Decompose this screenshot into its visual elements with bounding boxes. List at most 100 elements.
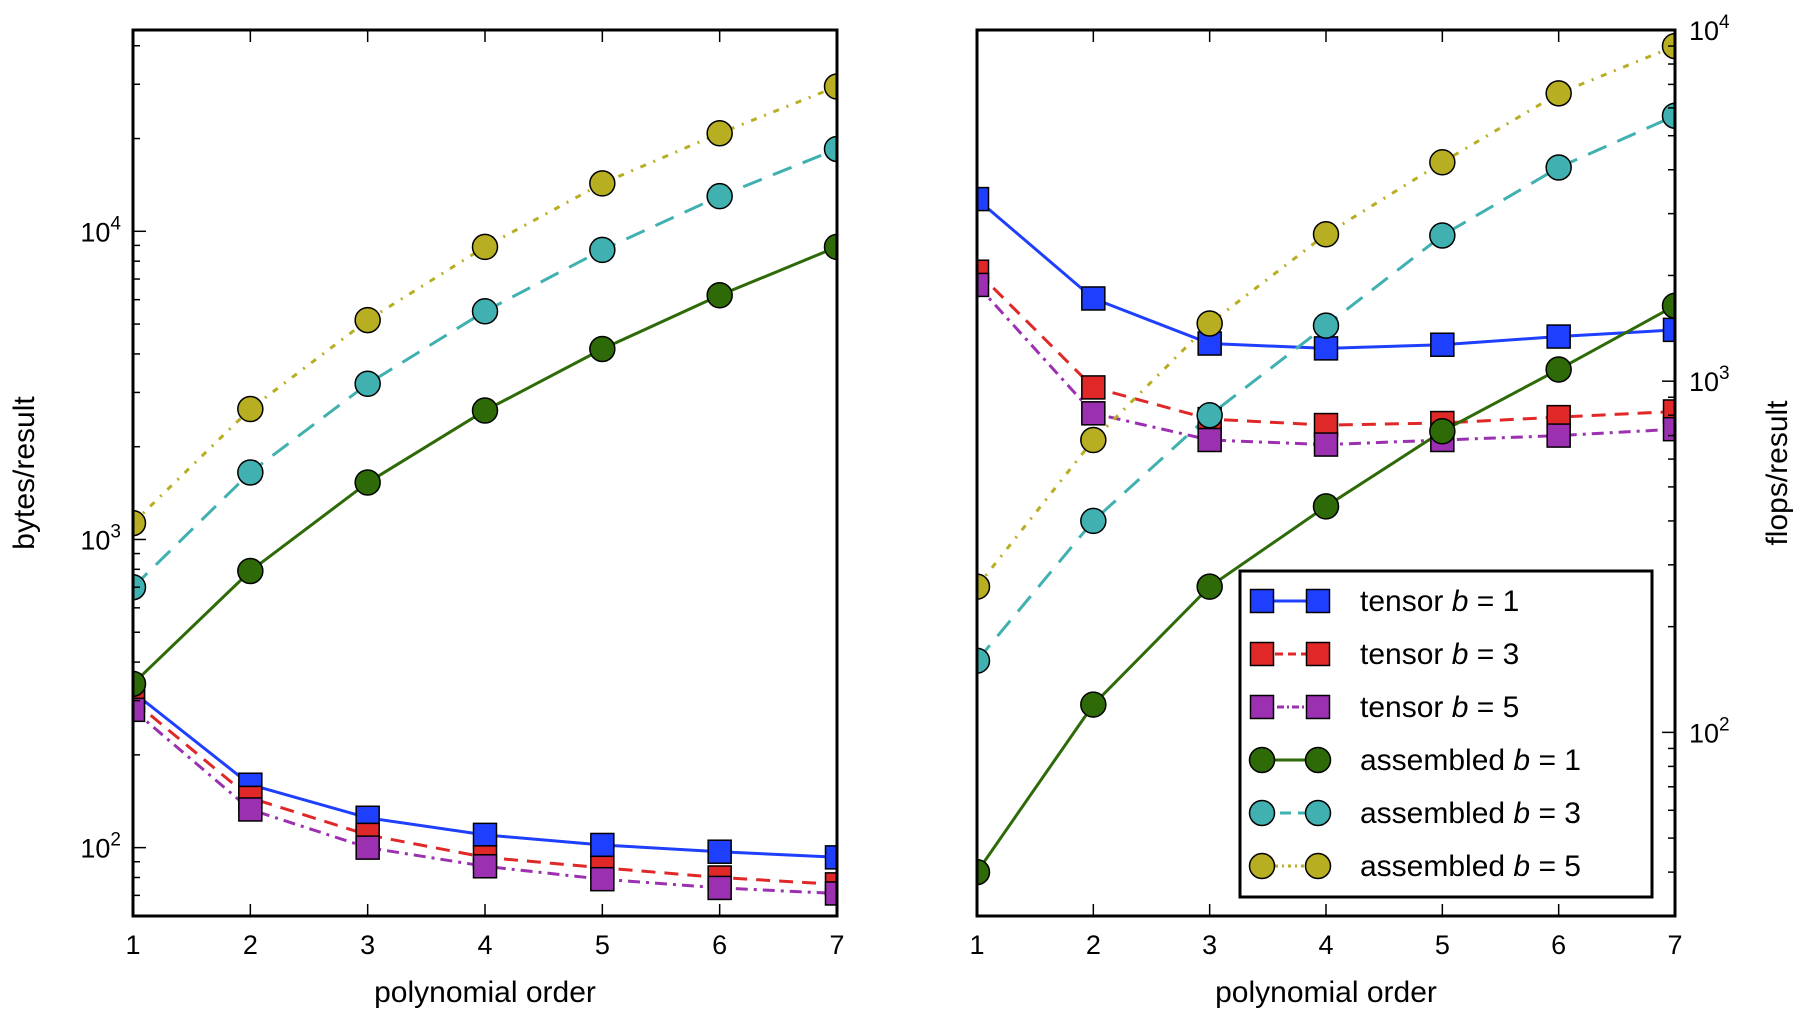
data-point-assembled-b1 <box>471 397 499 424</box>
data-point-tensor-b1 <box>824 845 837 870</box>
data-point-tensor-b5 <box>355 835 380 860</box>
legend-label-prefix: tensor <box>1360 638 1452 671</box>
data-point-assembled-b5 <box>1429 149 1456 176</box>
legend-label-variable: b <box>1452 638 1469 671</box>
legend-marker <box>1304 852 1332 880</box>
data-point-assembled-b1 <box>133 670 147 698</box>
legend-marker <box>1248 852 1276 880</box>
data-point-assembled-b3 <box>977 647 991 674</box>
legend-label: tensor b = 5 <box>1360 691 1519 724</box>
data-point-assembled-b1 <box>706 282 733 309</box>
y-tick-exponent: 4 <box>110 213 121 234</box>
legend-label-prefix: assembled <box>1360 744 1513 777</box>
data-point-assembled-b3 <box>1429 222 1456 249</box>
data-point-tensor-b5 <box>1197 427 1222 453</box>
data-point-assembled-b3 <box>354 370 381 398</box>
data-point-assembled-b5 <box>237 395 264 423</box>
legend-label: assembled b = 1 <box>1360 744 1581 777</box>
data-point-tensor-b1 <box>590 832 615 858</box>
plot-area <box>977 32 1675 886</box>
legend-label: tensor b = 3 <box>1360 638 1519 671</box>
y-tick-base: 10 <box>1689 367 1719 397</box>
data-point-tensor-b1 <box>1313 336 1339 361</box>
data-point-tensor-b5 <box>707 875 732 901</box>
data-point-assembled-b1 <box>354 469 381 496</box>
data-point-assembled-b3 <box>1080 507 1107 535</box>
legend-label-variable: b <box>1513 797 1530 830</box>
y-tick-label: 103 <box>80 521 121 555</box>
legend-label: tensor b = 1 <box>1360 585 1519 618</box>
data-point-tensor-b5 <box>824 881 837 906</box>
legend-label-suffix: = 5 <box>1468 691 1519 724</box>
y-axis-label: bytes/result <box>8 396 41 550</box>
legend-label-prefix: assembled <box>1360 797 1513 830</box>
x-tick-label: 7 <box>829 930 844 960</box>
data-point-assembled-b1 <box>237 557 264 585</box>
data-point-tensor-b5 <box>238 797 263 822</box>
x-tick-label: 1 <box>125 930 140 960</box>
data-point-tensor-b1 <box>1430 332 1455 357</box>
x-tick-label: 2 <box>1086 930 1101 960</box>
data-point-tensor-b1 <box>707 839 732 864</box>
x-tick-label: 2 <box>243 930 258 960</box>
data-point-tensor-b5 <box>1546 423 1571 448</box>
legend-box <box>1238 569 1654 899</box>
x-tick-label: 4 <box>477 930 492 960</box>
legend-item-assembled-b5: assembled b = 5 <box>1248 850 1581 883</box>
y-tick-label: 102 <box>80 830 121 864</box>
data-point-assembled-b1 <box>1312 493 1340 520</box>
legend-label-variable: b <box>1513 850 1530 883</box>
data-point-tensor-b5 <box>472 854 498 879</box>
data-point-assembled-b5 <box>706 120 733 147</box>
y-tick-base: 10 <box>80 834 110 864</box>
legend-label-prefix: tensor <box>1360 691 1452 724</box>
data-point-tensor-b5 <box>977 272 990 298</box>
x-tick-label: 5 <box>595 930 610 960</box>
legend-label-prefix: assembled <box>1360 850 1513 883</box>
x-tick-label: 3 <box>1202 930 1217 960</box>
data-point-tensor-b5 <box>133 697 146 723</box>
data-point-tensor-b5 <box>590 866 615 892</box>
data-point-assembled-b1 <box>977 858 991 886</box>
data-point-assembled-b1 <box>1545 356 1572 383</box>
data-point-assembled-b5 <box>977 573 991 600</box>
x-tick-label: 5 <box>1435 930 1450 960</box>
x-tick-label: 6 <box>712 930 727 960</box>
x-tick-label: 7 <box>1667 930 1682 960</box>
data-point-assembled-b3 <box>237 459 264 486</box>
y-tick-base: 10 <box>80 525 110 555</box>
y-tick-exponent: 2 <box>110 830 121 851</box>
legend-marker <box>1304 746 1332 774</box>
legend-marker <box>1249 641 1275 667</box>
data-point-assembled-b1 <box>1429 418 1456 445</box>
data-point-assembled-b3 <box>823 135 837 163</box>
legend-label-variable: b <box>1513 744 1530 777</box>
y-tick-label: 104 <box>80 213 121 247</box>
y-tick-base: 10 <box>1689 718 1719 748</box>
series-line-assembled-b3 <box>133 147 837 589</box>
y-tick-exponent: 3 <box>110 521 121 542</box>
x-tick-label: 6 <box>1551 930 1566 960</box>
data-point-tensor-b1 <box>1662 317 1675 343</box>
y-axis-label: flops/result <box>1761 400 1794 546</box>
data-point-assembled-b5 <box>133 509 147 537</box>
legend-marker <box>1305 588 1331 614</box>
data-point-assembled-b1 <box>1661 292 1675 319</box>
legend-label-suffix: = 1 <box>1468 585 1519 618</box>
data-point-assembled-b3 <box>1196 401 1223 429</box>
legend-marker <box>1249 588 1275 614</box>
y-tick-label: 104 <box>1689 12 1730 46</box>
data-point-assembled-b3 <box>1545 154 1572 181</box>
y-tick-base: 10 <box>1689 16 1719 46</box>
data-point-tensor-b1 <box>472 822 498 848</box>
legend-item-tensor-b3: tensor b = 3 <box>1249 638 1519 671</box>
y-tick-exponent: 3 <box>1719 363 1730 384</box>
legend-item-tensor-b1: tensor b = 1 <box>1249 585 1519 618</box>
y-tick-base: 10 <box>80 217 110 247</box>
data-point-assembled-b5 <box>1312 221 1340 248</box>
data-point-assembled-b3 <box>706 182 733 210</box>
